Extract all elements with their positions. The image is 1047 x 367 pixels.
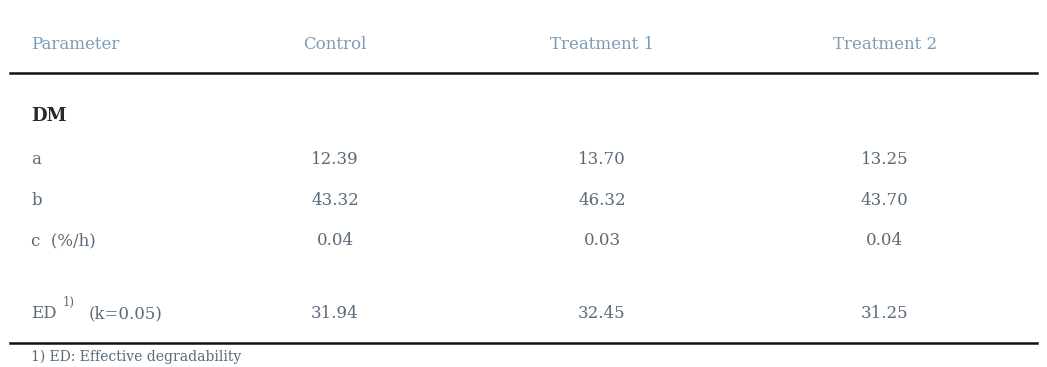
Text: Treatment 2: Treatment 2 <box>832 36 937 52</box>
Text: b: b <box>31 192 42 208</box>
Text: (k=0.05): (k=0.05) <box>89 305 163 322</box>
Text: 13.25: 13.25 <box>861 151 909 168</box>
Text: 12.39: 12.39 <box>311 151 359 168</box>
Text: 43.70: 43.70 <box>861 192 909 208</box>
Text: 31.25: 31.25 <box>861 305 909 322</box>
Text: ED: ED <box>31 305 57 322</box>
Text: Treatment 1: Treatment 1 <box>550 36 654 52</box>
Text: a: a <box>31 151 41 168</box>
Text: 46.32: 46.32 <box>578 192 626 208</box>
Text: 32.45: 32.45 <box>578 305 626 322</box>
Text: 1) ED: Effective degradability: 1) ED: Effective degradability <box>31 349 242 364</box>
Text: 31.94: 31.94 <box>311 305 359 322</box>
Text: 0.04: 0.04 <box>316 232 354 249</box>
Text: 0.03: 0.03 <box>583 232 621 249</box>
Text: 1): 1) <box>63 296 74 309</box>
Text: Control: Control <box>304 36 366 52</box>
Text: 0.04: 0.04 <box>866 232 904 249</box>
Text: c  (%/h): c (%/h) <box>31 232 96 249</box>
Text: 13.70: 13.70 <box>578 151 626 168</box>
Text: DM: DM <box>31 106 67 125</box>
Text: 43.32: 43.32 <box>311 192 359 208</box>
Text: Parameter: Parameter <box>31 36 119 52</box>
